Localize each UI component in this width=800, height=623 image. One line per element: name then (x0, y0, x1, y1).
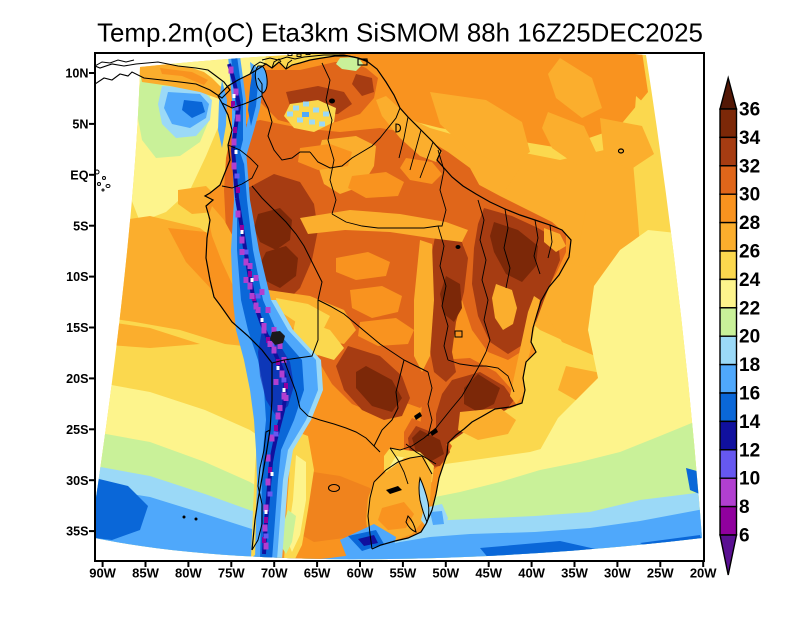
svg-text:20S: 20S (66, 372, 88, 386)
svg-text:55W: 55W (390, 566, 417, 581)
svg-text:65W: 65W (304, 566, 331, 581)
svg-text:20W: 20W (690, 566, 717, 581)
svg-text:80W: 80W (175, 566, 202, 581)
svg-text:75W: 75W (218, 566, 245, 581)
svg-text:60W: 60W (347, 566, 374, 581)
svg-text:10: 10 (739, 469, 760, 490)
svg-text:EQ: EQ (70, 168, 88, 182)
svg-text:28: 28 (739, 213, 760, 234)
svg-text:5S: 5S (73, 219, 88, 233)
svg-text:32: 32 (739, 156, 760, 177)
svg-text:20: 20 (739, 327, 760, 348)
svg-text:30: 30 (739, 185, 760, 206)
svg-text:35S: 35S (66, 525, 88, 539)
svg-text:35W: 35W (561, 566, 588, 581)
svg-text:30S: 30S (66, 474, 88, 488)
svg-text:85W: 85W (132, 566, 159, 581)
svg-text:5N: 5N (72, 118, 88, 132)
svg-text:18: 18 (739, 355, 760, 376)
svg-text:26: 26 (739, 242, 760, 263)
svg-text:25W: 25W (647, 566, 674, 581)
svg-text:6: 6 (739, 526, 750, 547)
svg-text:36: 36 (739, 100, 760, 121)
svg-text:70W: 70W (261, 566, 288, 581)
svg-text:10N: 10N (65, 67, 88, 81)
svg-text:22: 22 (739, 298, 760, 319)
svg-text:40W: 40W (518, 566, 545, 581)
svg-text:8: 8 (739, 497, 750, 518)
svg-text:15S: 15S (66, 321, 88, 335)
svg-text:50W: 50W (432, 566, 459, 581)
svg-text:24: 24 (739, 270, 761, 291)
svg-text:30W: 30W (604, 566, 631, 581)
svg-text:45W: 45W (475, 566, 502, 581)
svg-text:90W: 90W (89, 566, 116, 581)
svg-text:10S: 10S (66, 270, 88, 284)
svg-text:25S: 25S (66, 423, 88, 437)
svg-text:16: 16 (739, 384, 760, 405)
svg-text:Temp.2m(oC) Eta3km SiSMOM 88h: Temp.2m(oC) Eta3km SiSMOM 88h 16Z25DEC20… (97, 20, 703, 48)
svg-text:12: 12 (739, 440, 760, 461)
svg-text:14: 14 (739, 412, 761, 433)
svg-text:34: 34 (739, 128, 761, 149)
